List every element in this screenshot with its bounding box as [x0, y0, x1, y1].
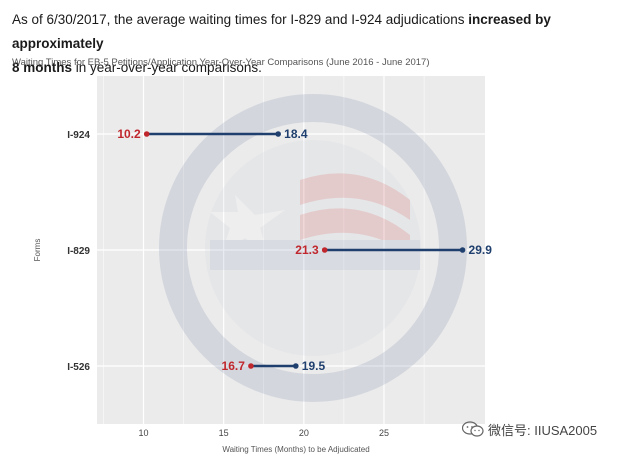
after-point: [293, 363, 299, 369]
x-tick-label: 20: [299, 428, 309, 438]
x-axis-title: Waiting Times (Months) to be Adjudicated: [222, 445, 369, 454]
before-point: [143, 131, 150, 137]
headline-bold-1: increased by approximately: [12, 12, 551, 51]
after-value-label: 19.5: [302, 359, 326, 373]
category-label: I-924: [67, 130, 90, 141]
x-tick-label: 10: [138, 428, 148, 438]
headline-text-1: As of 6/30/2017, the average waiting tim…: [12, 12, 469, 27]
y-axis-title: Forms: [33, 239, 42, 262]
x-tick-label: 15: [219, 428, 229, 438]
headline-bold-2: 8 months: [12, 60, 73, 75]
category-label: I-829: [67, 246, 90, 257]
before-value-label: 21.3: [295, 243, 319, 257]
after-point: [275, 131, 281, 137]
wechat-icon: [462, 421, 484, 437]
before-point: [321, 247, 328, 253]
before-value-label: 16.7: [222, 359, 246, 373]
after-point: [459, 247, 466, 253]
after-value-label: 29.9: [469, 243, 493, 257]
x-tick-label: 25: [379, 428, 389, 438]
before-point: [248, 363, 254, 369]
category-label: I-526: [67, 362, 90, 373]
watermark-logo: [159, 94, 467, 402]
headline: As of 6/30/2017, the average waiting tim…: [12, 8, 622, 80]
chart-subtitle: Waiting Times for EB-5 Petitions/Applica…: [12, 57, 430, 68]
headline-text-2: in year-over-year comparisons.: [72, 60, 262, 75]
before-value-label: 10.2: [117, 127, 141, 141]
watermark-text: 微信号: IIUSA2005: [488, 423, 597, 438]
after-value-label: 18.4: [284, 127, 308, 141]
